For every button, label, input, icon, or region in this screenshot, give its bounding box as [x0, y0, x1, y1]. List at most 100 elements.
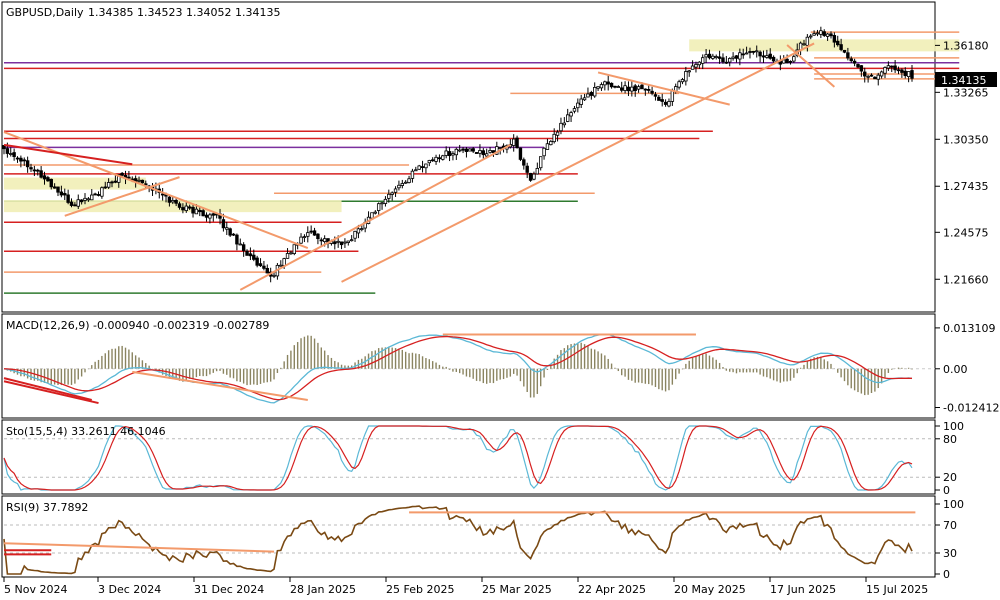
candle-217	[734, 55, 739, 63]
candle-118	[400, 179, 405, 189]
candle-242	[819, 26, 823, 39]
sto-tick-label-1: 80	[943, 433, 957, 446]
candle-209	[707, 49, 712, 60]
candle-253	[856, 63, 860, 69]
ohlc-readout: 1.34385 1.34523 1.34052 1.34135	[88, 6, 280, 19]
x-tick-label-9: 15 Jul 2025	[866, 583, 928, 596]
candle-4	[15, 156, 20, 163]
candle-11	[39, 166, 43, 179]
candle-69	[235, 233, 239, 251]
sto-tick-label-3: 0	[943, 484, 950, 497]
candle-139	[471, 147, 475, 154]
candle-151	[511, 134, 516, 152]
candle-195	[660, 93, 664, 107]
candle-71	[241, 242, 246, 257]
candle-86	[292, 244, 296, 256]
candle-261	[883, 66, 887, 79]
candle-249	[842, 49, 847, 54]
trend-line-3	[239, 144, 511, 291]
candle-67	[228, 227, 232, 237]
candle-257	[869, 73, 874, 77]
candle-259	[876, 72, 880, 86]
candle-163	[552, 128, 556, 144]
x-tick-label-3: 28 Jan 2025	[290, 583, 356, 596]
candle-196	[663, 99, 668, 107]
macd-plot	[3, 333, 935, 405]
rsi-tick-label-2: 30	[943, 547, 957, 560]
candle-182	[616, 85, 621, 88]
candle-52	[177, 201, 182, 210]
macd-signal-line	[3, 335, 912, 401]
rsi-tick-label-0: 100	[943, 498, 964, 511]
rsi-plot	[3, 505, 935, 575]
trend-line-1	[3, 143, 133, 166]
x-tick-label-0: 5 Nov 2024	[4, 583, 67, 596]
candle-2	[9, 147, 13, 157]
candle-17	[59, 185, 64, 198]
candle-174	[589, 90, 594, 100]
candle-136	[461, 146, 465, 154]
candle-111	[376, 202, 381, 215]
symbol-timeframe: GBPUSD,Daily	[6, 6, 84, 19]
candle-135	[457, 144, 462, 153]
candle-51	[174, 197, 178, 207]
candle-80	[272, 272, 276, 279]
candle-18	[63, 188, 67, 201]
candle-268	[906, 71, 911, 83]
candle-77	[262, 260, 266, 271]
candle-70	[238, 238, 242, 246]
candle-49	[167, 195, 172, 207]
candle-13	[46, 175, 50, 182]
candle-187	[633, 83, 637, 97]
candle-5	[19, 155, 23, 168]
zone-13	[4, 177, 146, 190]
candle-92	[312, 227, 317, 236]
candle-72	[245, 249, 249, 256]
candle-258	[873, 76, 877, 80]
candle-113	[383, 196, 388, 207]
candle-205	[694, 61, 698, 73]
price-tick-label-3: 1.27435	[943, 180, 989, 193]
candle-240	[812, 30, 816, 36]
candle-245	[829, 31, 833, 39]
candle-6	[22, 157, 26, 166]
candle-188	[636, 84, 641, 93]
x-tick-label-7: 20 May 2025	[674, 583, 746, 596]
candle-262	[886, 61, 891, 71]
candle-216	[731, 52, 735, 61]
candle-260	[879, 70, 884, 79]
candle-237	[802, 39, 806, 46]
candle-62	[211, 211, 215, 222]
candle-128	[434, 154, 438, 165]
candle-10	[36, 168, 40, 176]
candle-227	[768, 48, 772, 60]
candle-102	[346, 240, 350, 246]
candle-218	[738, 48, 742, 66]
macd-trend-line-0	[3, 380, 99, 405]
candle-206	[697, 61, 702, 69]
candle-123	[417, 164, 421, 170]
candle-269	[910, 64, 914, 82]
sto-tick-label-2: 20	[943, 471, 957, 484]
candle-202	[684, 66, 688, 86]
candle-238	[805, 34, 810, 52]
price-tick-label-2: 1.30350	[943, 133, 989, 146]
rsi-tick-label-3: 0	[943, 568, 950, 581]
candle-204	[690, 60, 695, 70]
candle-19	[66, 189, 70, 205]
candle-117	[397, 180, 401, 191]
candle-73	[248, 247, 253, 261]
trend-lines	[3, 42, 836, 291]
candle-103	[349, 235, 354, 242]
candle-122	[414, 166, 418, 172]
candle-233	[788, 60, 793, 65]
candle-127	[430, 157, 435, 162]
candle-101	[343, 238, 347, 248]
candle-94	[319, 237, 323, 247]
candle-224	[758, 50, 762, 63]
candle-178	[603, 80, 607, 91]
candle-120	[407, 175, 411, 184]
candle-133	[451, 151, 455, 161]
candle-225	[761, 50, 766, 64]
candle-250	[846, 47, 850, 61]
